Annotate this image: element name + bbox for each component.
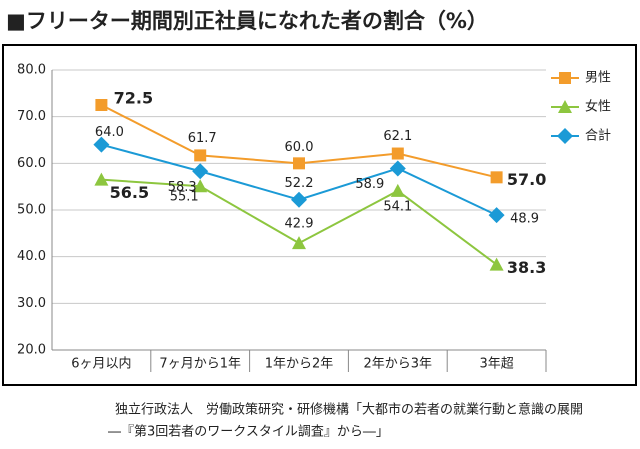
value-label: 38.3 [507, 258, 546, 277]
value-label: 42.9 [285, 217, 314, 232]
marker [193, 179, 208, 193]
chart-title: ■フリーター期間別正社員になれた者の割合（%） [6, 9, 488, 33]
marker [292, 236, 306, 250]
legend-label: 男性 [585, 71, 611, 86]
value-label: 55.1 [170, 190, 199, 205]
y-tick-label: 60.0 [17, 156, 46, 171]
value-label: 62.1 [383, 129, 412, 144]
legend-marker [557, 128, 573, 144]
value-label: 64.0 [95, 125, 124, 140]
y-tick-label: 20.0 [17, 343, 46, 358]
x-tick-label: 1年から2年 [265, 357, 334, 372]
marker [293, 157, 305, 170]
frame [2, 44, 637, 386]
value-label: 54.1 [383, 199, 412, 214]
marker [391, 147, 404, 160]
y-tick-label: 70.0 [17, 109, 46, 124]
value-label: 48.9 [510, 212, 539, 227]
value-label: 56.5 [110, 183, 149, 202]
marker [291, 191, 307, 208]
marker [489, 257, 504, 271]
value-label: 61.7 [188, 131, 217, 146]
marker [95, 99, 108, 111]
y-tick-label: 80.0 [17, 63, 46, 78]
legend-label: 合計 [585, 128, 611, 144]
marker [194, 149, 207, 162]
y-tick-label: 50.0 [17, 203, 46, 218]
marker [488, 207, 505, 224]
value-label: 58.9 [355, 177, 384, 192]
marker [490, 171, 503, 184]
source-note: 独立行政法人 労働政策研究・研修機構「大都市の若者の就業行動と意識の展開 [115, 402, 583, 418]
legend-marker [559, 72, 571, 84]
marker [389, 160, 406, 177]
x-tick-label: 7ヶ月から1年 [159, 357, 241, 372]
value-label: 57.0 [507, 170, 546, 189]
marker [192, 163, 209, 180]
legend-marker [558, 100, 572, 113]
value-label: 52.2 [285, 176, 314, 191]
y-tick-label: 30.0 [17, 296, 46, 311]
marker [94, 172, 109, 186]
marker [390, 183, 405, 197]
x-tick-label: 3年超 [479, 357, 513, 372]
y-tick-label: 40.0 [17, 249, 46, 264]
x-tick-label: 6ヶ月以内 [71, 356, 131, 372]
x-tick-label: 2年から3年 [364, 357, 433, 372]
value-label: 72.5 [114, 89, 153, 108]
legend-label: 女性 [585, 99, 611, 115]
value-label: 58.3 [168, 180, 197, 195]
source-note: ―『第3回若者のワークスタイル調査』から―」 [108, 424, 389, 440]
value-label: 60.0 [285, 140, 314, 155]
marker [93, 136, 110, 153]
